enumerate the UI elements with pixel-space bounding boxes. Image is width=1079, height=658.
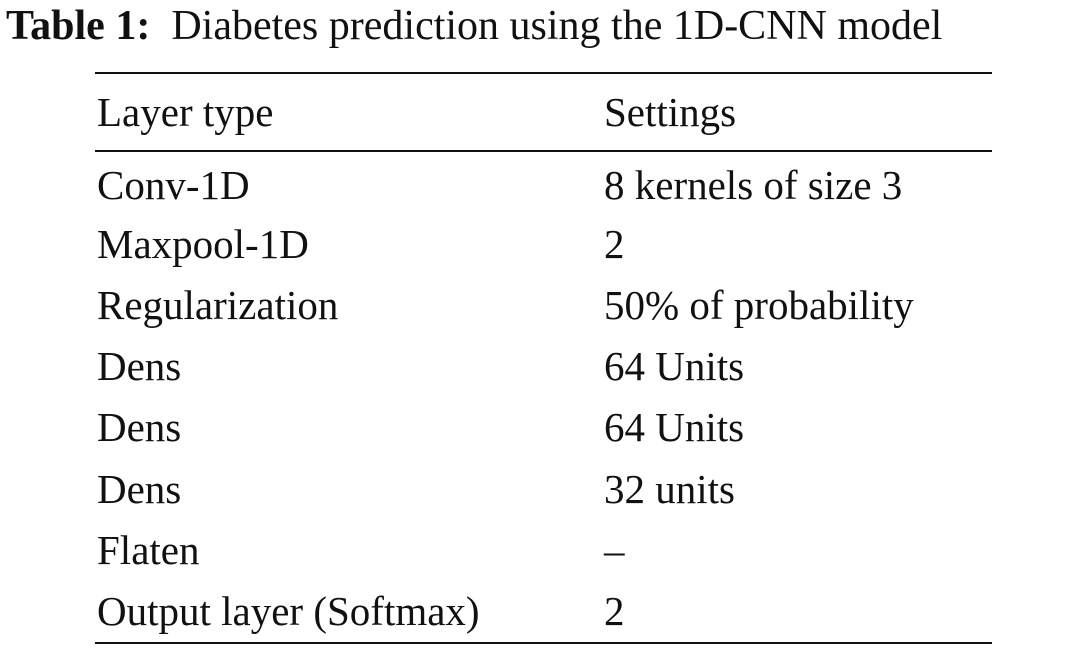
layer-type-cell: Output layer (Softmax) [97, 587, 480, 634]
settings-cell: 2 [604, 220, 625, 267]
layer-type-cell: Dens [97, 465, 182, 512]
settings-cell: 50% of probability [604, 281, 914, 328]
table-row: Maxpool-1D 2 [95, 213, 992, 274]
settings-cell: 64 Units [604, 343, 745, 390]
table-row: Dens 64 Units [95, 336, 992, 397]
layer-type-cell: Conv-1D [97, 161, 250, 208]
layer-type-cell: Flaten [97, 526, 200, 573]
settings-cell: 32 units [604, 465, 735, 512]
bottom-rule [95, 641, 992, 644]
header-row: Layer type Settings [95, 74, 992, 150]
settings-cell: 8 kernels of size 3 [604, 161, 903, 208]
settings-cell: 2 [604, 587, 625, 634]
table-row: Regularization 50% of probability [95, 274, 992, 335]
mid-rule [95, 150, 992, 152]
layer-type-cell: Dens [97, 343, 182, 390]
table-row: Dens 32 units [95, 458, 992, 519]
header-layer-type: Layer type [97, 89, 274, 135]
settings-cell: 64 Units [604, 404, 745, 451]
layer-settings-table: Layer type Settings Conv-1D 8 kernels of… [95, 72, 992, 644]
top-rule [95, 72, 992, 74]
table-caption-label: Table 1: [6, 3, 151, 49]
layer-type-cell: Dens [97, 404, 182, 451]
table-row: Conv-1D 8 kernels of size 3 [95, 152, 992, 213]
layer-type-cell: Regularization [97, 281, 339, 328]
table-caption-text: Diabetes prediction using the 1D-CNN mod… [171, 3, 943, 49]
settings-cell: – [604, 526, 625, 573]
header-settings: Settings [604, 89, 737, 135]
table-row: Flaten – [95, 519, 992, 580]
table-row: Dens 64 Units [95, 397, 992, 458]
table-caption: Table 1: Diabetes prediction using the 1… [6, 0, 1079, 52]
table-row: Output layer (Softmax) 2 [95, 580, 992, 641]
layer-type-cell: Maxpool-1D [97, 220, 309, 267]
